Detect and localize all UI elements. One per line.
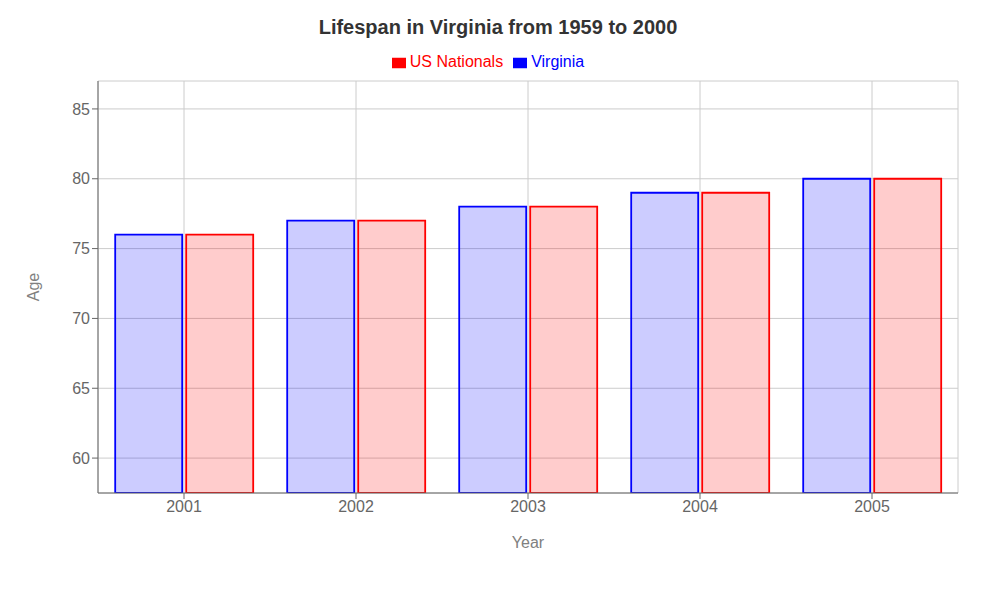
svg-text:70: 70 xyxy=(72,310,90,327)
svg-text:85: 85 xyxy=(72,101,90,118)
svg-text:2002: 2002 xyxy=(338,498,374,515)
svg-text:60: 60 xyxy=(72,450,90,467)
svg-text:2003: 2003 xyxy=(510,498,546,515)
svg-text:Year: Year xyxy=(512,534,545,551)
svg-text:65: 65 xyxy=(72,380,90,397)
html-text:Lifespan in Virginia from 1959: Lifespan in Virginia from 1959 to 2000 xyxy=(318,16,678,38)
svg-text:2004: 2004 xyxy=(682,498,718,515)
svg-text:2001: 2001 xyxy=(166,498,202,515)
svg-text:80: 80 xyxy=(72,170,90,187)
svg-text:Age: Age xyxy=(25,273,42,302)
svg-text:2005: 2005 xyxy=(854,498,890,515)
svg-text:75: 75 xyxy=(72,240,90,257)
html-text:Virginia: Virginia xyxy=(531,53,585,70)
html-text:US Nationals: US Nationals xyxy=(409,53,504,70)
